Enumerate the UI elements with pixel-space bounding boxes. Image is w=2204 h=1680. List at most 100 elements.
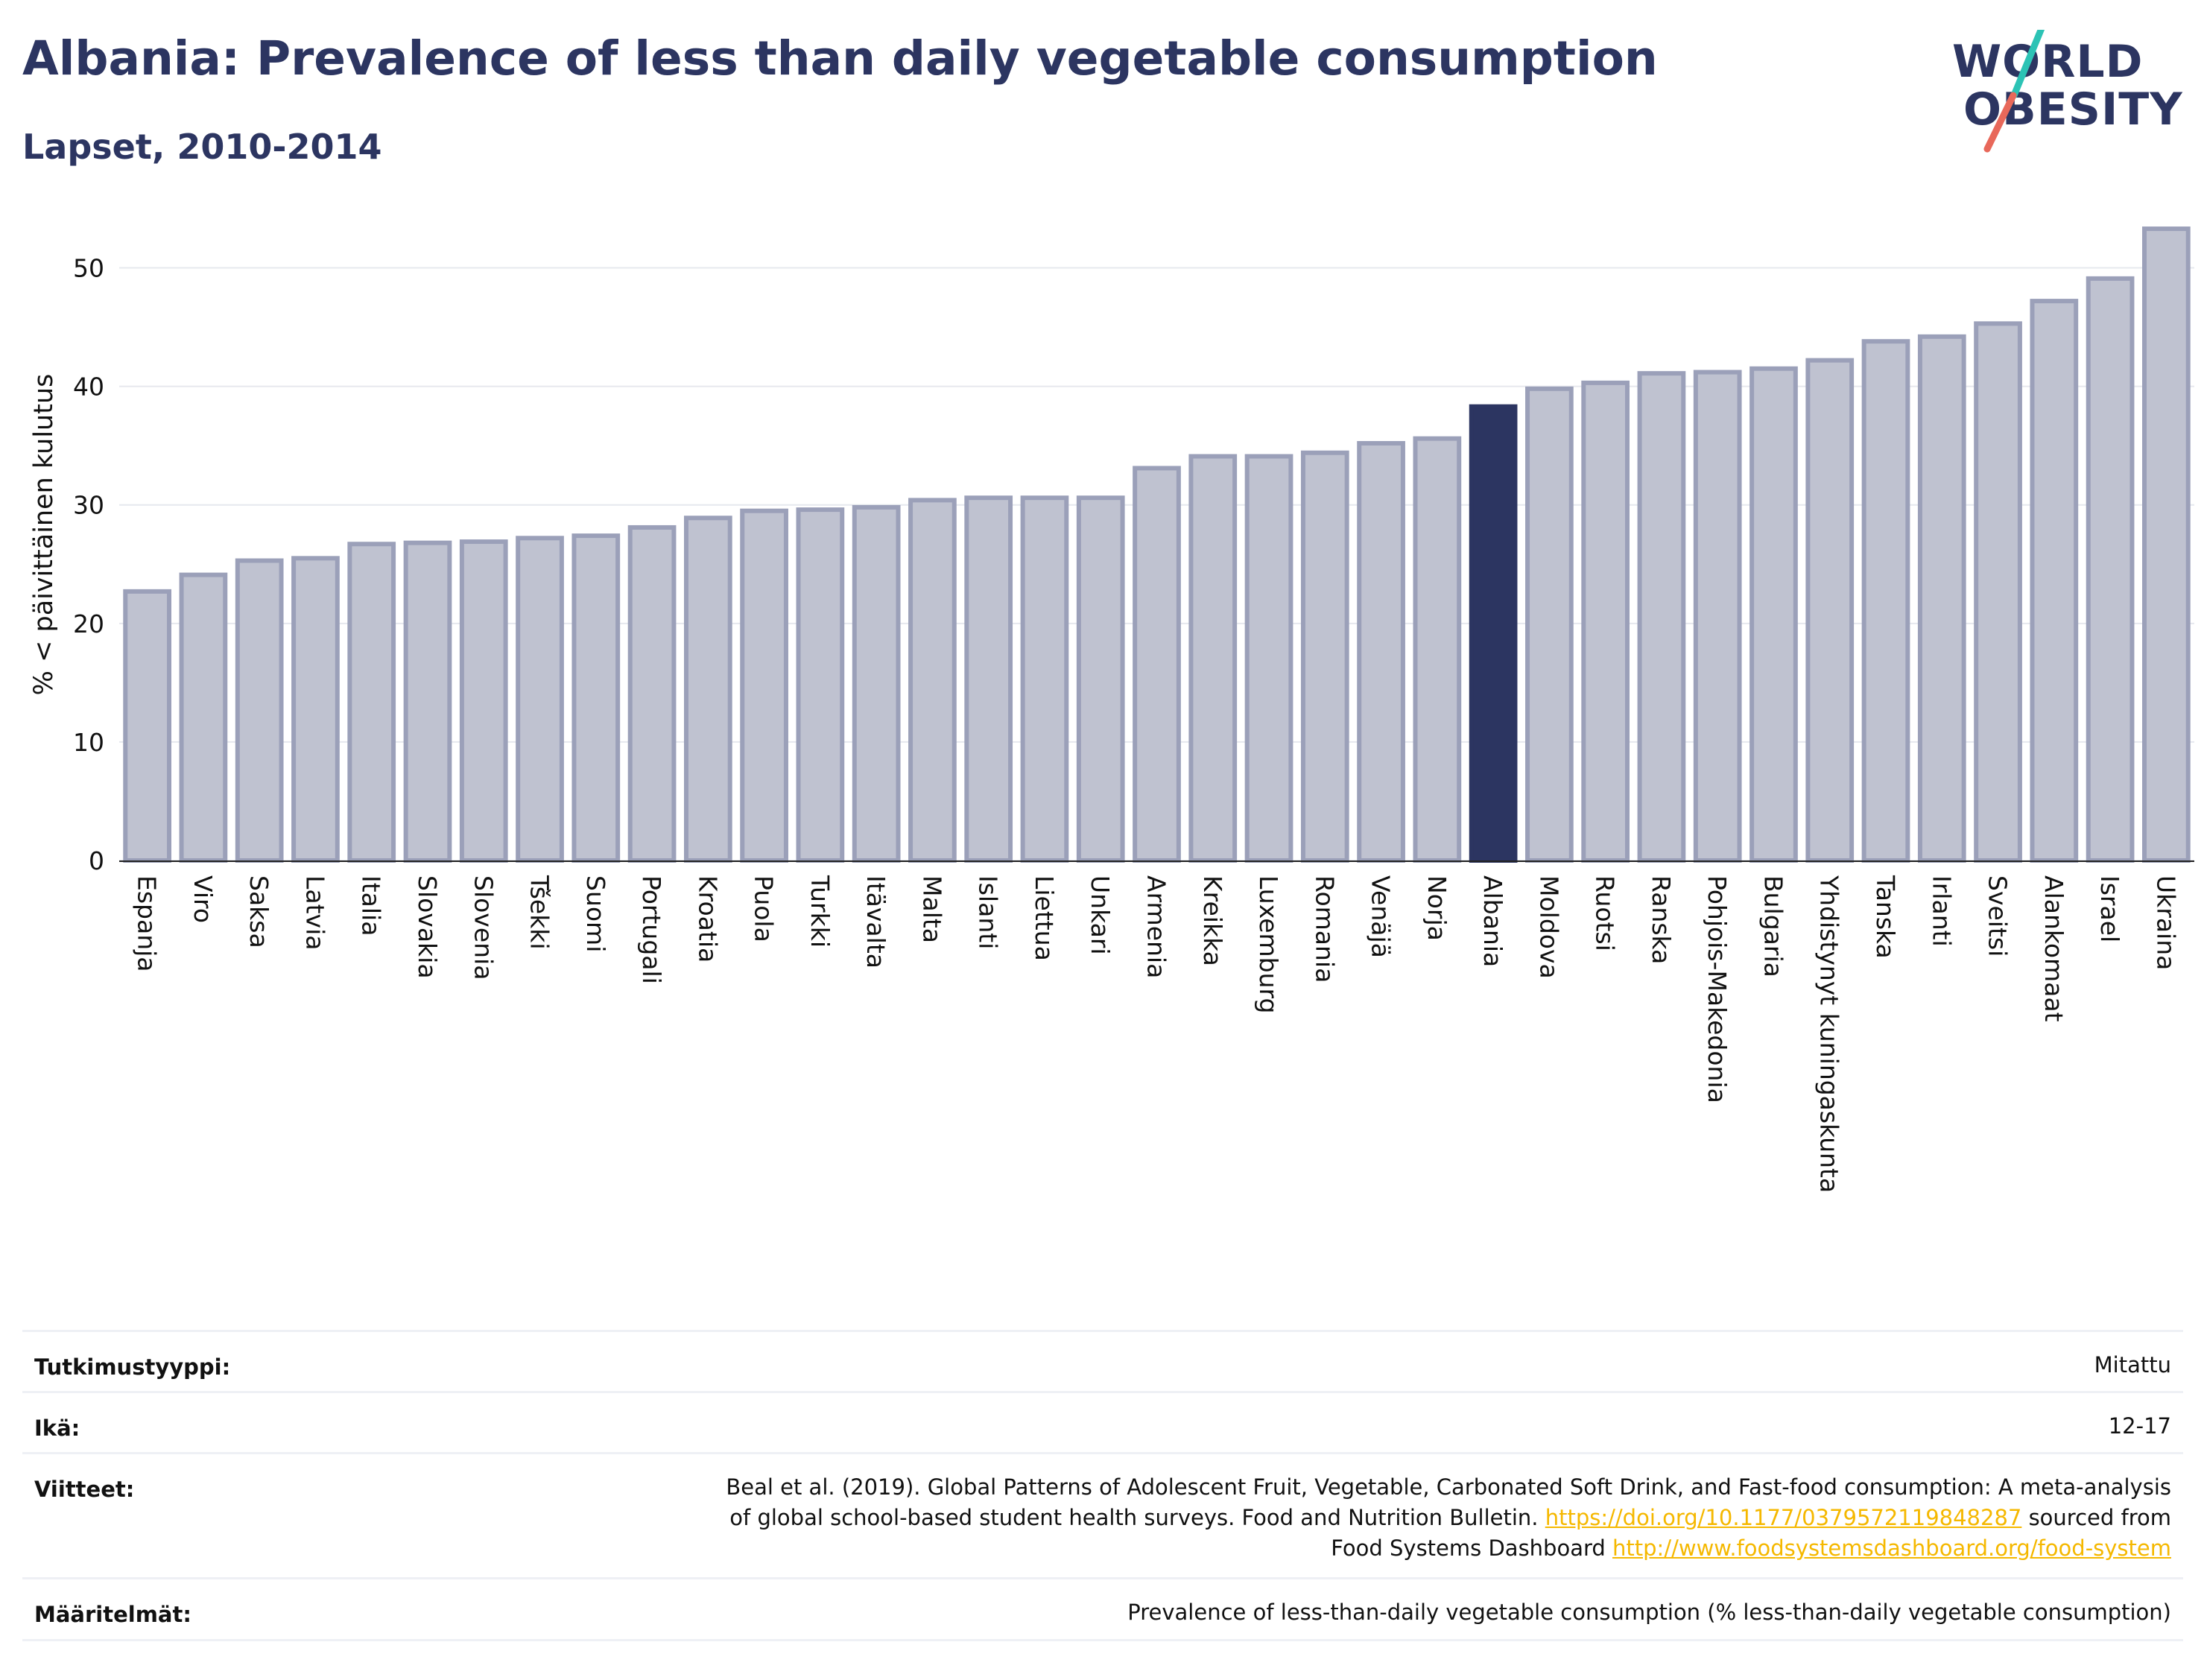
meta-row-references: Viitteet: Beal et al. (2019). Global Pat… bbox=[22, 1452, 2183, 1578]
bar-ruotsi[interactable] bbox=[1581, 380, 1630, 863]
bar-venäjä[interactable] bbox=[1357, 441, 1405, 863]
doi-link[interactable]: https://doi.org/10.1177/0379572119848287 bbox=[1545, 1505, 2022, 1530]
bar-saksa[interactable] bbox=[235, 558, 284, 863]
bar-bulgaria[interactable] bbox=[1749, 366, 1798, 863]
chart-subtitle: Lapset, 2010-2014 bbox=[22, 127, 382, 167]
bar-moldova[interactable] bbox=[1525, 386, 1574, 863]
x-tick-label: Israel bbox=[2095, 875, 2124, 942]
x-tick-label: Puola bbox=[750, 875, 779, 942]
bar-kroatia[interactable] bbox=[683, 516, 732, 863]
x-tick-label: Irlanti bbox=[1927, 875, 1956, 947]
reference-text: of global school-based student health su… bbox=[729, 1505, 1545, 1530]
logo-slash-icon bbox=[1983, 30, 2045, 153]
bar-luxemburg[interactable] bbox=[1244, 454, 1293, 863]
bar-albania[interactable] bbox=[1469, 404, 1518, 863]
x-tick-label: Slovakia bbox=[413, 875, 442, 979]
y-tick-label: 20 bbox=[73, 609, 104, 638]
meta-label: Viitteet: bbox=[34, 1477, 135, 1502]
x-tick-label: Sveitsi bbox=[1983, 875, 2013, 957]
meta-value: Mitattu bbox=[2094, 1352, 2171, 1378]
y-tick-label: 0 bbox=[89, 846, 104, 875]
x-tick-label: Ranska bbox=[1647, 875, 1676, 964]
x-tick-label: Romania bbox=[1310, 875, 1339, 983]
bar-espanja[interactable] bbox=[123, 589, 171, 863]
bar-malta[interactable] bbox=[908, 498, 957, 863]
y-tick-label: 50 bbox=[73, 254, 104, 283]
meta-value: Prevalence of less-than-daily vegetable … bbox=[1127, 1600, 2171, 1625]
bar-irlanti[interactable] bbox=[1917, 334, 1966, 863]
bar-pohjois-makedonia[interactable] bbox=[1693, 370, 1742, 863]
x-tick-label: Bulgaria bbox=[1758, 875, 1787, 977]
meta-row-study-type: Tutkimustyyppi: Mitattu bbox=[22, 1330, 2183, 1392]
logo-slash-teal bbox=[2010, 30, 2045, 99]
meta-label: Tutkimustyyppi: bbox=[34, 1354, 231, 1380]
x-tick-label: Malta bbox=[917, 875, 946, 943]
x-tick-label: Suomi bbox=[581, 875, 610, 952]
bar-yhdistynyt-kuningaskunta[interactable] bbox=[1805, 358, 1855, 863]
x-tick-label: Moldova bbox=[1534, 875, 1563, 979]
bar-tšekki[interactable] bbox=[516, 536, 564, 863]
chart-title: Albania: Prevalence of less than daily v… bbox=[22, 31, 1658, 86]
logo-slash-red bbox=[1983, 92, 2017, 153]
bar-islanti[interactable] bbox=[964, 495, 1013, 863]
bar-puola[interactable] bbox=[740, 508, 788, 863]
x-tick-label: Tšekki bbox=[525, 875, 554, 950]
reference-text: Food Systems Dashboard bbox=[1331, 1535, 1613, 1561]
y-tick-label: 30 bbox=[73, 491, 104, 520]
food-systems-link[interactable]: http://www.foodsystemsdashboard.org/food… bbox=[1612, 1535, 2171, 1561]
bar-viro[interactable] bbox=[179, 572, 228, 863]
bar-slovakia[interactable] bbox=[403, 540, 452, 863]
bar-israel[interactable] bbox=[2086, 276, 2135, 863]
x-tick-label: Kroatia bbox=[693, 875, 722, 963]
x-tick-label: Turkki bbox=[805, 875, 835, 948]
bar-slovenia[interactable] bbox=[459, 539, 508, 863]
y-tick-label: 10 bbox=[73, 728, 104, 757]
world-obesity-logo[interactable]: WORLD OBESITY bbox=[1945, 30, 2191, 156]
x-tick-label: Pohjois-Makedonia bbox=[1703, 875, 1732, 1103]
x-tick-label: Alankomaat bbox=[2039, 875, 2068, 1022]
x-tick-label: Luxemburg bbox=[1254, 875, 1283, 1013]
x-tick-label: Kreikka bbox=[1198, 875, 1227, 966]
bar-norja[interactable] bbox=[1413, 436, 1462, 863]
bar-romania[interactable] bbox=[1300, 450, 1349, 863]
bar-sveitsi[interactable] bbox=[1974, 321, 2022, 863]
x-tick-label: Portugali bbox=[637, 875, 666, 984]
meta-row-definitions: Määritelmät: Prevalence of less-than-dai… bbox=[22, 1577, 2183, 1641]
bar-alankomaat[interactable] bbox=[2030, 299, 2079, 863]
bar-kreikka[interactable] bbox=[1188, 454, 1238, 863]
meta-value: Beal et al. (2019). Global Patterns of A… bbox=[726, 1472, 2171, 1564]
bar-portugali[interactable] bbox=[627, 524, 677, 863]
y-tick-label: 40 bbox=[73, 373, 104, 402]
bar-unkari[interactable] bbox=[1076, 495, 1125, 863]
x-tick-label: Espanja bbox=[133, 875, 162, 972]
x-tick-label: Viro bbox=[189, 875, 218, 923]
x-tick-label: Ruotsi bbox=[1591, 875, 1620, 951]
meta-row-age: Ikä: 12-17 bbox=[22, 1391, 2183, 1453]
reference-line-1: Beal et al. (2019). Global Patterns of A… bbox=[726, 1474, 2171, 1500]
bar-italia[interactable] bbox=[347, 542, 396, 863]
x-tick-label: Albania bbox=[1478, 875, 1507, 967]
meta-label: Ikä: bbox=[34, 1416, 80, 1441]
reference-line-3: Food Systems Dashboard http://www.foodsy… bbox=[726, 1533, 2171, 1564]
x-tick-label: Slovenia bbox=[469, 875, 498, 980]
bar-tanska[interactable] bbox=[1861, 339, 1910, 863]
logo-text-world: WORLD bbox=[1952, 36, 2144, 88]
x-tick-label: Yhdistynyt kuningaskunta bbox=[1815, 875, 1844, 1193]
x-tick-label: Armenia bbox=[1142, 875, 1171, 978]
bar-ranska[interactable] bbox=[1637, 371, 1686, 863]
bar-ukraina[interactable] bbox=[2142, 226, 2191, 863]
bar-latvia[interactable] bbox=[291, 556, 340, 863]
x-tick-label: Itävalta bbox=[861, 875, 890, 969]
meta-value: 12-17 bbox=[2108, 1413, 2171, 1439]
bar-itävalta[interactable] bbox=[852, 504, 901, 863]
bar-liettua[interactable] bbox=[1020, 495, 1069, 863]
x-tick-label: Saksa bbox=[244, 875, 273, 948]
bar-armenia[interactable] bbox=[1133, 466, 1181, 863]
reference-text: sourced from bbox=[2021, 1505, 2171, 1530]
x-tick-label: Italia bbox=[357, 875, 386, 936]
x-tick-label: Latvia bbox=[300, 875, 329, 950]
bar-suomi[interactable] bbox=[571, 533, 621, 863]
x-tick-label: Ukraina bbox=[2151, 875, 2180, 970]
bar-turkki[interactable] bbox=[796, 507, 845, 863]
bar-chart: 0 10 20 30 40 50 % < päivittäinen kulutus Espan… bbox=[29, 226, 2194, 1193]
